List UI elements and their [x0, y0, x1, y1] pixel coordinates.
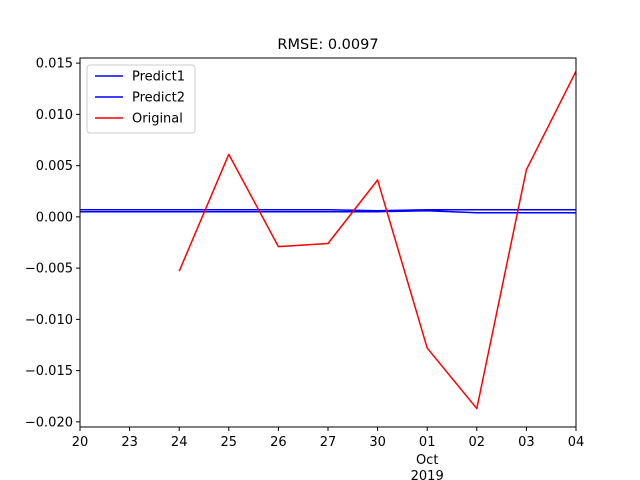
- series-layer: [80, 70, 576, 410]
- legend-label-predict1: Predict1: [132, 70, 185, 85]
- x-tick-label: 03: [518, 435, 535, 450]
- legend-box: [86, 64, 196, 134]
- x-year-label: 2019: [411, 469, 444, 480]
- y-tick-label: −0.005: [25, 262, 73, 277]
- y-tick-label: 0.010: [36, 108, 73, 123]
- x-tick-label: 23: [121, 435, 138, 450]
- legend-label-original: Original: [132, 112, 183, 127]
- x-tick-label: 25: [221, 435, 238, 450]
- x-tick-label: 02: [469, 435, 486, 450]
- y-tick-label: −0.010: [25, 313, 73, 328]
- y-tick-label: 0.000: [36, 210, 73, 225]
- y-tick-label: −0.015: [25, 364, 73, 379]
- y-tick-label: 0.005: [36, 159, 73, 174]
- series-line-original: [178, 70, 576, 410]
- axes-layer: 0.015 0.010 0.005 0.000 −0.005 −0.010 −0.015 −0…: [25, 57, 584, 480]
- legend: Predict1 Predict2 Original: [86, 64, 196, 134]
- series-line-predict2: [80, 209, 576, 214]
- x-tick-label: 30: [369, 435, 386, 450]
- x-month-label: Oct: [416, 453, 438, 468]
- series-line-predict1: [80, 208, 576, 212]
- y-tick-label: 0.015: [36, 57, 73, 72]
- x-tick-label: 26: [270, 435, 287, 450]
- x-tick-label: 20: [72, 435, 89, 450]
- y-tick-label: −0.020: [25, 415, 73, 430]
- x-tick-label: 27: [320, 435, 337, 450]
- x-tick-label: 04: [568, 435, 585, 450]
- x-tick-label: 24: [171, 435, 188, 450]
- chart-title: RMSE: 0.0097: [277, 37, 378, 53]
- x-tick-label: 01: [419, 435, 436, 450]
- legend-label-predict2: Predict2: [132, 91, 185, 106]
